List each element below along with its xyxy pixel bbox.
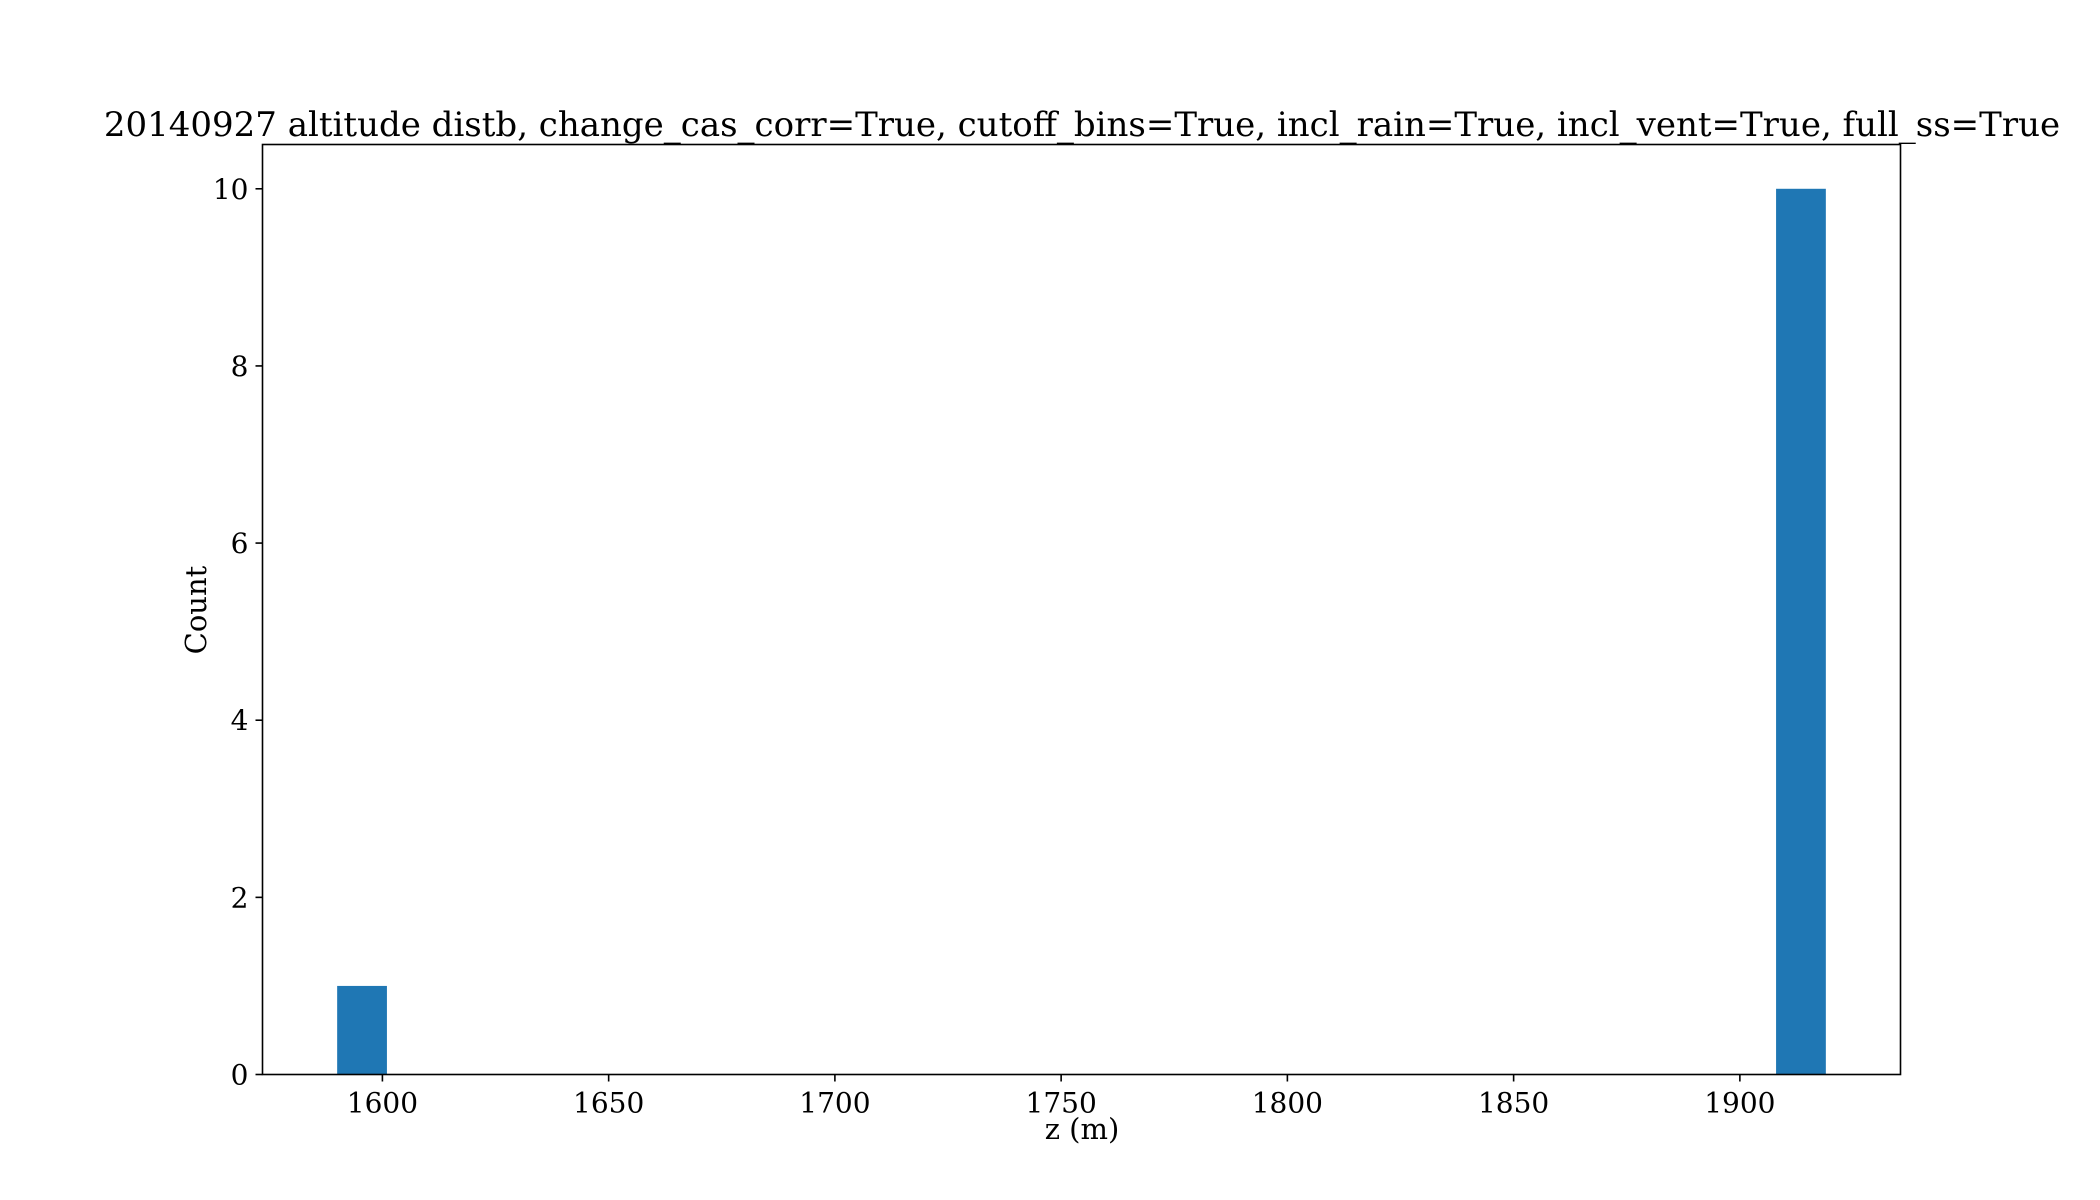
x-tick-label: 1850 [1478,1087,1549,1120]
x-tick-label: 1650 [573,1087,644,1120]
histogram-bar-1 [337,985,387,1075]
y-axis-label: Count [179,565,213,654]
x-tick-label: 1600 [347,1087,418,1120]
x-axis-ticks: 1600 1650 1700 1750 1800 1850 1900 [347,1074,1776,1120]
x-tick-label: 1700 [799,1087,870,1120]
y-axis-ticks: 0 2 4 6 8 10 [213,173,263,1092]
y-tick-label: 0 [231,1059,249,1092]
histogram-bar-2 [1776,188,1826,1075]
chart-title: 20140927 altitude distb, change_cas_corr… [104,105,2060,145]
y-tick-label: 6 [231,527,249,560]
x-tick-label: 1750 [1026,1087,1097,1120]
x-tick-label: 1900 [1704,1087,1775,1120]
x-tick-label: 1800 [1252,1087,1323,1120]
y-tick-label: 4 [231,704,249,737]
x-axis-label: z (m) [1045,1112,1120,1146]
plot-area-frame [261,143,1902,1076]
bars-group [337,188,1826,1075]
y-tick-label: 10 [213,173,249,206]
y-tick-label: 8 [231,350,249,383]
y-tick-label: 2 [231,881,249,914]
